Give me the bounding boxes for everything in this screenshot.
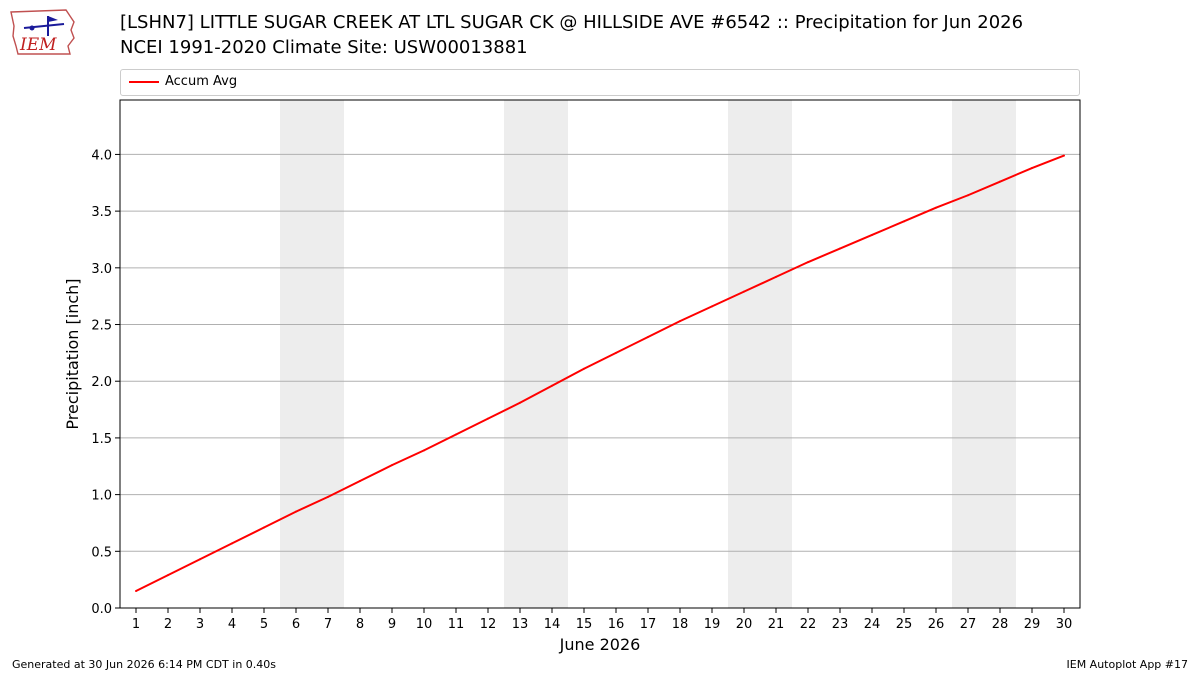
y-axis-label: Precipitation [inch] <box>63 278 82 429</box>
data-point <box>807 261 809 264</box>
x-tick-label: 11 <box>448 617 465 632</box>
data-point <box>839 247 841 250</box>
svg-text:IEM: IEM <box>19 35 57 55</box>
x-tick-label: 4 <box>228 617 236 632</box>
x-tick-label: 9 <box>388 617 396 632</box>
data-point <box>295 510 297 513</box>
data-point <box>455 433 457 436</box>
data-point <box>871 233 873 236</box>
data-point <box>903 220 905 223</box>
data-point <box>935 206 937 209</box>
x-tick-label: 27 <box>960 617 977 632</box>
legend-label-accum-avg: Accum Avg <box>165 74 238 89</box>
data-point <box>231 542 233 545</box>
data-point <box>1063 154 1065 157</box>
x-tick-label: 15 <box>576 617 593 632</box>
iem-logo: IEM <box>8 6 82 58</box>
y-tick-label: 1.0 <box>91 489 112 504</box>
data-point <box>679 320 681 323</box>
data-point <box>263 526 265 529</box>
x-tick-label: 3 <box>196 617 204 632</box>
x-tick-label: 6 <box>292 617 300 632</box>
data-point <box>391 464 393 467</box>
x-tick-label: 16 <box>608 617 625 632</box>
data-point <box>551 384 553 387</box>
data-point <box>487 417 489 420</box>
data-point <box>327 495 329 498</box>
x-tick-label: 30 <box>1056 617 1073 632</box>
data-point <box>1031 167 1033 170</box>
legend: Accum Avg <box>120 69 1080 96</box>
y-tick-label: 4.0 <box>91 148 112 163</box>
weekend-band <box>952 100 1016 608</box>
x-tick-label: 1 <box>132 617 140 632</box>
data-point <box>647 335 649 338</box>
generated-timestamp: Generated at 30 Jun 2026 6:14 PM CDT in … <box>12 658 277 671</box>
x-tick-label: 10 <box>416 617 433 632</box>
y-tick-label: 3.5 <box>91 205 112 220</box>
y-tick-label: 3.0 <box>91 262 112 277</box>
x-tick-label: 12 <box>480 617 497 632</box>
x-tick-label: 29 <box>1024 617 1041 632</box>
app-credit: IEM Autoplot App #17 <box>1066 658 1189 671</box>
series-line-accum-avg <box>135 154 1065 592</box>
data-point <box>999 180 1001 183</box>
y-tick-label: 0.0 <box>91 602 112 617</box>
y-tick-label: 2.5 <box>91 319 112 334</box>
data-point <box>711 305 713 308</box>
data-point <box>967 194 969 197</box>
legend-swatch-accum-avg <box>129 81 159 83</box>
x-tick-label: 24 <box>864 617 881 632</box>
x-tick-label: 13 <box>512 617 529 632</box>
data-point <box>167 574 169 577</box>
data-point <box>519 401 521 404</box>
y-tick-label: 2.0 <box>91 375 112 390</box>
x-tick-label: 18 <box>672 617 689 632</box>
chart-subtitle: NCEI 1991-2020 Climate Site: USW00013881 <box>120 37 528 58</box>
weekend-band <box>504 100 568 608</box>
y-tick-label: 0.5 <box>91 545 112 560</box>
x-tick-label: 7 <box>324 617 332 632</box>
y-tick-label: 1.5 <box>91 432 112 447</box>
x-tick-label: 22 <box>800 617 817 632</box>
x-tick-label: 19 <box>704 617 721 632</box>
x-tick-label: 23 <box>832 617 849 632</box>
x-tick-label: 20 <box>736 617 753 632</box>
x-tick-label: 26 <box>928 617 945 632</box>
data-point <box>423 449 425 452</box>
chart-title: [LSHN7] LITTLE SUGAR CREEK AT LTL SUGAR … <box>120 12 1024 33</box>
x-tick-label: 8 <box>356 617 364 632</box>
weekend-band <box>728 100 792 608</box>
x-tick-label: 5 <box>260 617 268 632</box>
x-axis-label: June 2026 <box>559 635 641 654</box>
data-point <box>583 367 585 370</box>
data-point <box>135 589 137 592</box>
x-tick-label: 21 <box>768 617 785 632</box>
data-point <box>615 351 617 354</box>
x-tick-label: 2 <box>164 617 172 632</box>
data-point <box>359 480 361 482</box>
weekend-band <box>280 100 344 608</box>
x-tick-label: 17 <box>640 617 657 632</box>
data-point <box>199 558 201 561</box>
iem-iowa-logo-icon: IEM <box>10 9 75 55</box>
data-point <box>743 290 745 293</box>
x-tick-label: 14 <box>544 617 561 632</box>
x-tick-label: 25 <box>896 617 913 632</box>
plot-area <box>119 99 1081 609</box>
x-tick-label: 28 <box>992 617 1009 632</box>
data-point <box>775 275 777 278</box>
